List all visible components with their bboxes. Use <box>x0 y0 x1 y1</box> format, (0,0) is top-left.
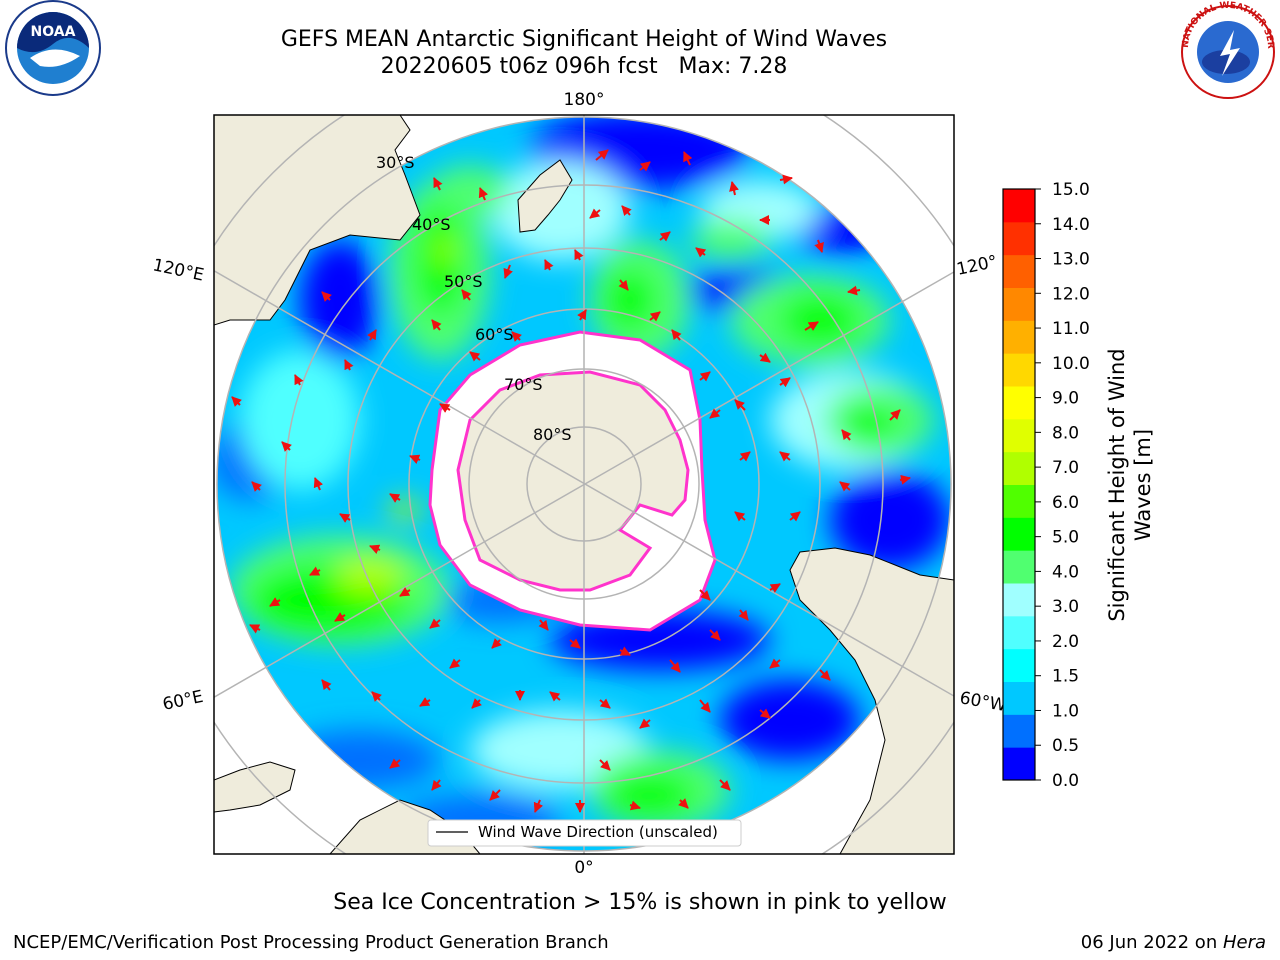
colorbar-tick-label: 2.0 <box>1052 632 1079 652</box>
colorbar-tick-label: 13.0 <box>1052 250 1090 270</box>
svg-text:60°W: 60°W <box>958 688 1008 716</box>
colorbar-frame <box>1002 188 1036 781</box>
colorbar-tick-label: 1.5 <box>1052 667 1079 687</box>
colorbar-tick-label: 1.0 <box>1052 701 1079 721</box>
noaa-logo-text: NOAA <box>31 24 76 40</box>
colorbar-tick-label: 6.0 <box>1052 493 1079 513</box>
svg-text:30°S: 30°S <box>376 153 415 172</box>
colorbar-segment <box>1003 287 1035 321</box>
colorbar-tick-label: 9.0 <box>1052 389 1079 409</box>
colorbar-segment <box>1003 550 1035 584</box>
map-legend: Wind Wave Direction (unscaled) <box>427 819 742 847</box>
sea-ice-note: Sea Ice Concentration > 15% is shown in … <box>333 890 947 915</box>
chart-subtitle: 20220605 t06z 096h fcst Max: 7.28 <box>380 54 788 79</box>
colorbar-segment <box>1003 615 1035 650</box>
svg-text:80°S: 80°S <box>533 425 572 444</box>
colorbar-tick-label: 15.0 <box>1052 180 1090 200</box>
svg-text:120°E: 120°E <box>151 255 206 285</box>
colorbar-segment <box>1003 386 1035 420</box>
colorbar-tick-label: 8.0 <box>1052 423 1079 443</box>
colorbar-segment <box>1003 648 1035 682</box>
colorbar-segment <box>1003 221 1035 256</box>
colorbar-tick-label: 3.0 <box>1052 597 1079 617</box>
colorbar-segment <box>1003 517 1035 551</box>
colorbar-tick-label: 5.0 <box>1052 528 1079 548</box>
colorbar-tick-label: 7.0 <box>1052 458 1079 478</box>
colorbar-segment <box>1003 484 1035 518</box>
colorbar-segment <box>1003 320 1035 354</box>
colorbar-tick-label: 14.0 <box>1052 215 1090 235</box>
svg-text:60°E: 60°E <box>161 687 205 715</box>
svg-text:180°: 180° <box>564 90 605 110</box>
footer-credit: NCEP/EMC/Verification Post Processing Pr… <box>13 932 609 953</box>
colorbar-tick-label: 4.0 <box>1052 562 1079 582</box>
svg-text:70°S: 70°S <box>504 375 543 394</box>
svg-text:50°S: 50°S <box>444 272 483 291</box>
continents <box>214 115 954 854</box>
colorbar-tick-label: 10.0 <box>1052 354 1090 374</box>
colorbar-segment <box>1003 451 1035 485</box>
chart-title: GEFS MEAN Antarctic Significant Height o… <box>280 27 888 52</box>
svg-text:0°: 0° <box>574 858 593 878</box>
footer-date: 06 Jun 2022 on Hera <box>1081 932 1266 953</box>
colorbar-tick-label: 11.0 <box>1052 319 1090 339</box>
colorbar-tick-label: 0.5 <box>1052 736 1079 756</box>
latitude-labels: 30°S 40°S 50°S 60°S 70°S 80°S <box>376 153 572 444</box>
footer-host: Hera <box>1222 932 1266 953</box>
colorbar-tick-label: 0.0 <box>1052 771 1079 791</box>
colorbar-segment <box>1003 583 1035 617</box>
colorbar-tick-label: 12.0 <box>1052 284 1090 304</box>
colorbar-label-line1: Significant Height of Wind <box>1105 348 1129 621</box>
svg-text:60°S: 60°S <box>475 325 514 344</box>
colorbar-segment <box>1003 353 1035 387</box>
colorbar-segment <box>1003 254 1035 288</box>
colorbar-segment <box>1003 418 1035 453</box>
noaa-logo: NOAA <box>5 0 101 96</box>
colorbar-segment <box>1003 189 1035 223</box>
colorbar-segment <box>1003 747 1035 781</box>
nws-logo: NATIONAL WEATHER SERVICE <box>1176 0 1275 99</box>
colorbar: 0.0 0.5 1.0 1.5 2.0 3.0 4.0 5.0 6.0 7.0 8.0 9.0 10.0… <box>1002 180 1090 791</box>
legend-label: Wind Wave Direction (unscaled) <box>478 823 718 841</box>
colorbar-segment <box>1003 714 1035 748</box>
colorbar-label-line2: Waves [m] <box>1131 429 1155 541</box>
wind-wave-arrows <box>231 149 911 813</box>
map-frame <box>213 114 955 855</box>
colorbar-segment <box>1003 681 1035 715</box>
svg-text:120°: 120° <box>955 252 999 280</box>
svg-text:40°S: 40°S <box>412 215 451 234</box>
footer-date-text: 06 Jun 2022 on <box>1080 932 1223 953</box>
sea-ice <box>428 330 717 632</box>
